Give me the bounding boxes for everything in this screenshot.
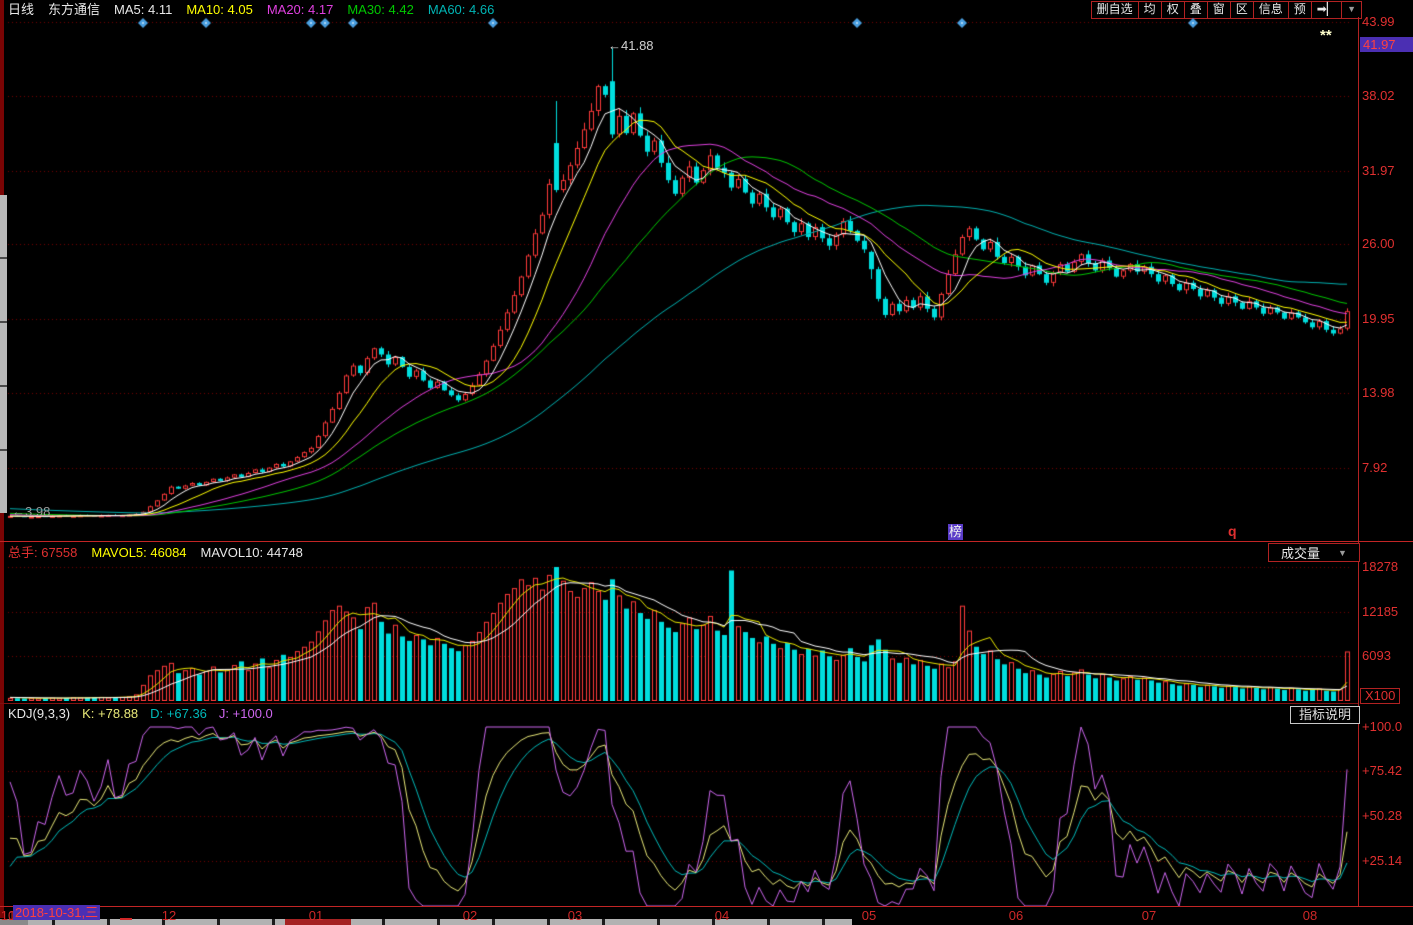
volume-axis-label: 6093 <box>1362 648 1391 663</box>
price-axis-label: 38.02 <box>1362 88 1395 103</box>
toolbar-button-6[interactable]: 信息 <box>1254 2 1289 18</box>
toolbar-button-4[interactable]: 窗 <box>1208 2 1231 18</box>
volume-header: 总手: 67558 MAVOL5: 46084 MAVOL10: 44748 <box>8 545 303 560</box>
month-label-10: 10 <box>0 908 16 923</box>
stock-name: 东方通信 <box>48 2 101 17</box>
divider-line-1 <box>0 541 1413 542</box>
kdj-axis-label: +25.14 <box>1362 853 1403 868</box>
total-volume-value: 总手: 67558 <box>8 545 78 560</box>
volume-axis-label: 18278 <box>1362 559 1399 574</box>
kdj-axis-label: +75.42 <box>1362 763 1403 778</box>
period-label: 日线 <box>8 2 35 17</box>
toolbar-button-7[interactable]: 预 <box>1289 2 1312 18</box>
toolbar-button-1[interactable]: 均 <box>1139 2 1162 18</box>
indicator-help-button[interactable]: 指标说明 <box>1290 706 1360 724</box>
toolbar-dropdown-icon[interactable]: ▼ <box>1347 4 1356 14</box>
peak-annotation: ←41.88 <box>608 38 654 53</box>
kdj-canvas[interactable] <box>0 722 1358 906</box>
q-mark: q <box>1228 523 1237 539</box>
scrollbar-first-segment <box>0 919 28 925</box>
low-annotation: ←3.98 <box>12 504 51 519</box>
date-cursor <box>120 918 132 920</box>
price-axis-label: 43.99 <box>1362 14 1395 29</box>
volume-unit-badge: X100 <box>1360 688 1401 704</box>
month-label-01: 01 <box>308 908 324 923</box>
price-axis-label: 13.98 <box>1362 385 1395 400</box>
toolbar: 删自选均权叠窗区信息预 ➡▏ ▼ <box>1090 1 1362 19</box>
month-label-08: 08 <box>1302 908 1318 923</box>
mavol5-value: MAVOL5: 46084 <box>91 545 187 560</box>
toolbar-button-3[interactable]: 叠 <box>1185 2 1208 18</box>
kdj-axis-label: +50.28 <box>1362 808 1403 823</box>
month-label-05: 05 <box>861 908 877 923</box>
volume-canvas[interactable] <box>0 562 1358 701</box>
price-axis-label: 31.97 <box>1362 163 1395 178</box>
ma30-value: MA30: 4.42 <box>347 2 414 17</box>
flag-stars: ** <box>1320 27 1332 44</box>
bottom-axis-line <box>0 906 1413 907</box>
right-axis-line <box>1358 17 1359 906</box>
ma5-value: MA5: 4.11 <box>114 2 173 17</box>
ma60-value: MA60: 4.66 <box>427 2 495 17</box>
toolbar-button-0[interactable]: 删自选 <box>1092 2 1139 18</box>
ma20-value: MA20: 4.17 <box>266 2 334 17</box>
main-chart-canvas[interactable] <box>0 17 1358 528</box>
chart-header: 日线 东方通信 MA5: 4.11 MA10: 4.05 MA20: 4.17 … <box>8 2 494 17</box>
kdj-j-value: J: +100.0 <box>218 706 273 721</box>
divider-line-2 <box>0 703 1358 704</box>
mavol10-value: MAVOL10: 44748 <box>200 545 303 560</box>
scrollbar-current-segment <box>285 919 351 925</box>
month-label-02: 02 <box>462 908 478 923</box>
volume-selector-label: 成交量 <box>1281 546 1321 561</box>
kdj-title: KDJ(9,3,3) <box>8 706 71 721</box>
kdj-header: KDJ(9,3,3) K: +78.88 D: +67.36 J: +100.0 <box>8 706 273 721</box>
month-label-03: 03 <box>567 908 583 923</box>
volume-selector[interactable]: 成交量 ▼ <box>1268 543 1360 562</box>
chevron-down-icon: ▼ <box>1338 547 1347 558</box>
ma10-value: MA10: 4.05 <box>186 2 253 17</box>
month-label-04: 04 <box>714 908 730 923</box>
price-axis-label: 19.95 <box>1362 311 1395 326</box>
kdj-d-value: D: +67.36 <box>150 706 207 721</box>
price-axis-label: 26.00 <box>1362 236 1395 251</box>
rank-badge[interactable]: 榜 <box>948 524 964 540</box>
bottom-scrollbar[interactable] <box>0 919 852 925</box>
last-price-badge: 41.97 <box>1360 37 1413 52</box>
price-axis-label: 7.92 <box>1362 460 1388 475</box>
kdj-axis-label: +100.0 <box>1362 719 1403 734</box>
date-box: 2018-10-31,三 <box>13 905 101 920</box>
toolbar-button-2[interactable]: 权 <box>1162 2 1185 18</box>
month-label-12: 12 <box>161 908 177 923</box>
month-label-06: 06 <box>1008 908 1024 923</box>
month-label-07: 07 <box>1141 908 1157 923</box>
toolbar-button-5[interactable]: 区 <box>1231 2 1254 18</box>
kdj-k-value: K: +78.88 <box>82 706 139 721</box>
next-page-icon[interactable]: ➡▏ <box>1312 2 1343 18</box>
volume-axis-label: 12185 <box>1362 604 1399 619</box>
